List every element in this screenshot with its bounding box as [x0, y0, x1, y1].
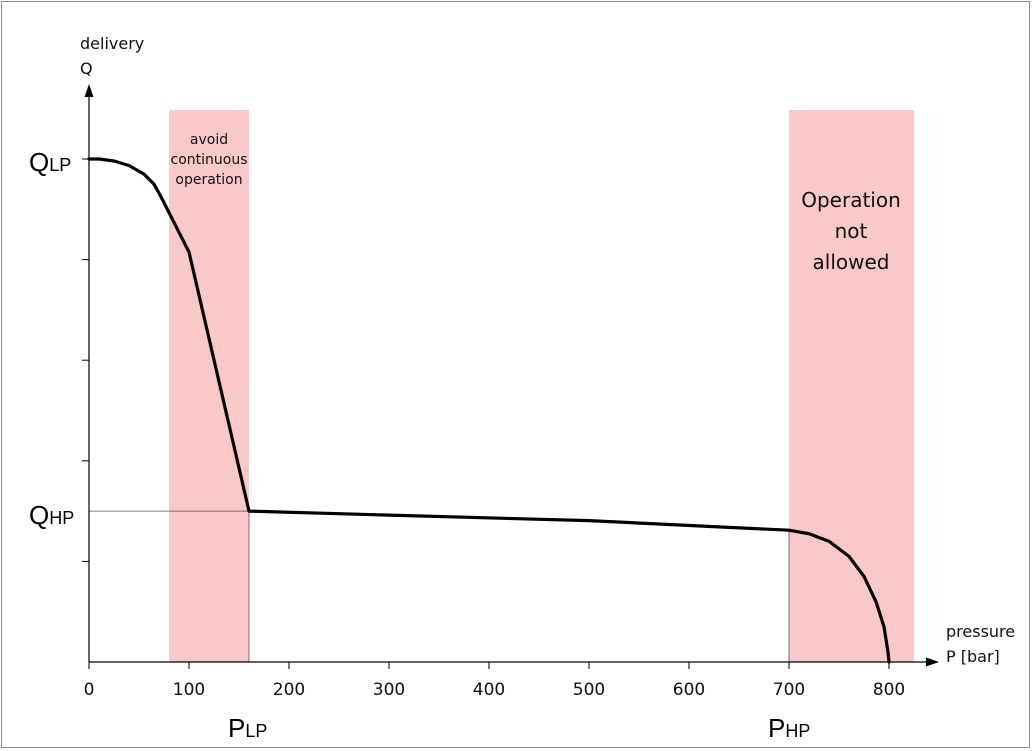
x-tick-label: 700 — [773, 680, 805, 700]
guides-layer — [89, 510, 790, 662]
series-layer — [87, 157, 891, 664]
region-label-notallowed-line-3: allowed — [813, 250, 890, 274]
x-axis-arrow — [926, 657, 939, 667]
x-tick-label: 600 — [673, 680, 705, 700]
ticks-layer: 0 100 200 300 400 500 600 700 800 — [82, 158, 905, 700]
x-axis-unit: P [bar] — [946, 647, 1000, 666]
y-axis-label: delivery — [80, 34, 144, 53]
x-tick-label: 400 — [473, 680, 505, 700]
region-label-notallowed-line-2: not — [835, 219, 868, 243]
x-axis-label: pressure — [946, 622, 1015, 641]
region-label-avoid-line-2: continuous — [171, 152, 248, 168]
labels-layer: delivery Q pressure P [bar] QLP QHP PLP … — [29, 34, 1015, 743]
not-allowed-zone — [789, 110, 914, 662]
axes-layer — [84, 84, 939, 667]
p-hp-marker: PHP — [768, 713, 810, 743]
x-tick-label: 500 — [573, 680, 605, 700]
q-hp-marker: QHP — [29, 500, 74, 530]
p-lp-marker: PLP — [228, 713, 267, 743]
x-tick-label: 300 — [373, 680, 405, 700]
delivery-curve — [87, 157, 891, 664]
q-lp-marker: QLP — [29, 147, 71, 177]
region-label-avoid-line-1: avoid — [190, 132, 228, 148]
x-tick-label: 800 — [873, 680, 905, 700]
x-tick-label: 100 — [173, 680, 205, 700]
region-label-notallowed-line-1: Operation — [801, 188, 901, 212]
y-axis-arrow — [84, 84, 94, 97]
region-label-avoid-line-3: operation — [175, 172, 242, 188]
x-tick-label: 0 — [84, 680, 95, 700]
regions-layer — [169, 110, 914, 662]
x-tick-label: 200 — [273, 680, 305, 700]
y-axis-symbol: Q — [80, 59, 93, 78]
avoid-continuous-zone — [169, 110, 249, 662]
